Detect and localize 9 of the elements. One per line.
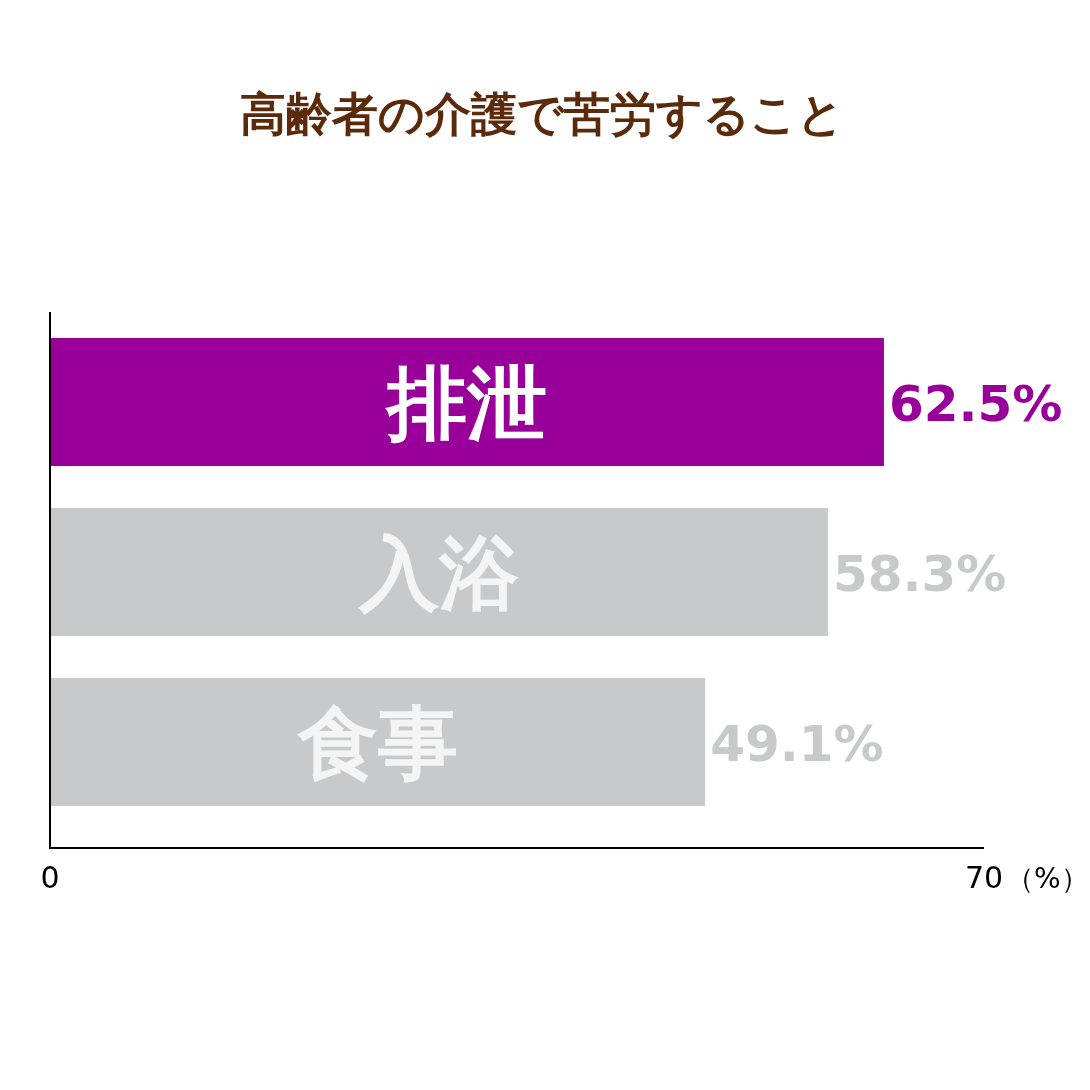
x-tick-label: 0 <box>40 860 60 895</box>
chart-title: 高齢者の介護で苦労すること <box>240 87 844 141</box>
y-tick-label: 排泄 <box>383 357 547 450</box>
bar <box>50 338 884 466</box>
bar <box>50 508 828 636</box>
x-tick-label: 70 <box>964 860 1004 895</box>
bar <box>50 678 706 806</box>
x-axis-title: （%） <box>1006 862 1089 895</box>
data-label: 62.5% <box>888 375 1063 433</box>
